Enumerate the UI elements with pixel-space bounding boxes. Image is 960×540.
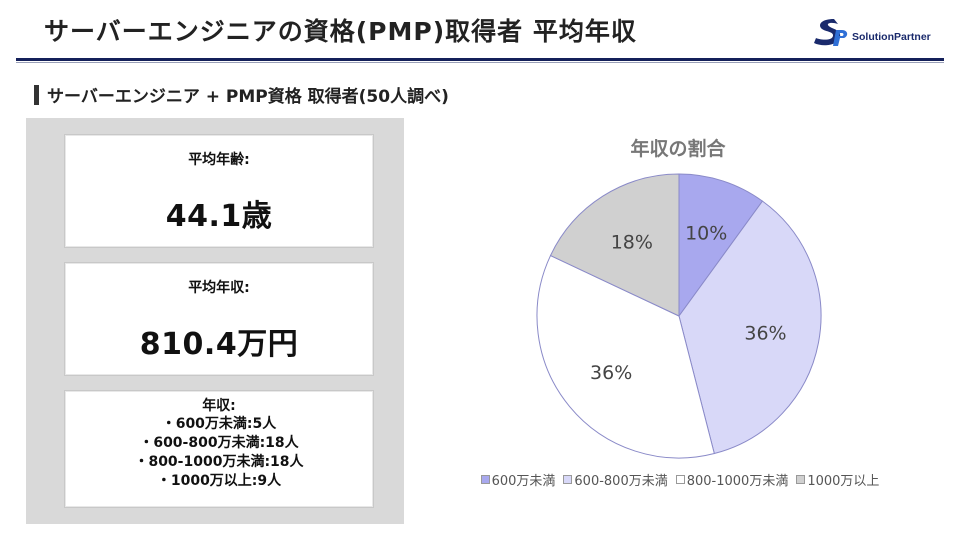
legend-item: 600-800万未満 xyxy=(563,470,668,489)
legend-swatch xyxy=(480,475,490,484)
distribution-line: ・1000万以上:9人 xyxy=(156,473,282,489)
slice-label: 10% xyxy=(685,222,727,244)
age-label: 平均年齢: xyxy=(188,152,250,168)
page-title: サーバーエンジニアの資格(PMP)取得者 平均年収 xyxy=(44,17,637,46)
income-label: 平均年収: xyxy=(188,280,250,296)
distribution-line: ・600-800万未満:18人 xyxy=(139,435,299,451)
legend-swatch xyxy=(796,475,806,484)
distribution-card: 年収: ・600万未満:5人 ・600-800万未満:18人 ・800-1000… xyxy=(64,390,374,508)
age-value: 44.1歳 xyxy=(165,199,273,234)
header-rule-thin xyxy=(16,62,944,63)
solution-partner-logo-icon xyxy=(814,19,848,46)
legend-item: 1000万以上 xyxy=(796,470,879,489)
section-subtitle: サーバーエンジニア + PMP資格 取得者(50人調べ) xyxy=(34,82,449,107)
slice-label: 18% xyxy=(611,232,653,254)
distribution-label: 年収: xyxy=(202,398,236,414)
company-logo: SolutionPartner xyxy=(812,14,947,54)
slice-label: 36% xyxy=(590,362,632,384)
pie-slice xyxy=(536,254,715,459)
subtitle-text: サーバーエンジニア + PMP資格 取得者(50人調べ) xyxy=(47,87,449,107)
legend-label: 600-800万未満 xyxy=(574,474,668,489)
pie-slice xyxy=(678,173,764,318)
subtitle-marker xyxy=(34,84,39,105)
legend-label: 800-1000万未満 xyxy=(686,474,789,489)
slice-label: 36% xyxy=(744,322,786,344)
income-value: 810.4万円 xyxy=(139,327,299,362)
legend-item: 600万未満 xyxy=(480,470,556,489)
income-card: 平均年収: 810.4万円 xyxy=(64,262,374,376)
distribution-line: ・600万未満:5人 xyxy=(161,416,277,432)
legend-swatch xyxy=(563,475,573,484)
chart-legend: 600万未満 600-800万未満 800-1000万未満 1000万以上 xyxy=(420,470,940,489)
age-card: 平均年齢: 44.1歳 xyxy=(64,134,374,248)
logo-text: SolutionPartner xyxy=(852,31,931,43)
pie-slice xyxy=(678,200,822,455)
distribution-line: ・800-1000万未満:18人 xyxy=(134,454,304,470)
header-rule xyxy=(16,58,944,61)
stats-panel: 平均年齢: 44.1歳 平均年収: 810.4万円 年収: ・600万未満:5人… xyxy=(26,118,404,524)
legend-item: 800-1000万未満 xyxy=(675,470,789,489)
legend-label: 600万未満 xyxy=(491,474,556,489)
pie-chart: 10% 36% 36% 18% xyxy=(536,173,822,459)
legend-label: 1000万以上 xyxy=(807,474,880,489)
pie-slice xyxy=(549,173,680,317)
pie-chart-area: 年収の割合 10% 36% 36% 18% 600万未満 600-800万未満 800-1… xyxy=(420,118,940,528)
chart-title: 年収の割合 xyxy=(630,138,726,160)
legend-swatch xyxy=(675,475,685,484)
